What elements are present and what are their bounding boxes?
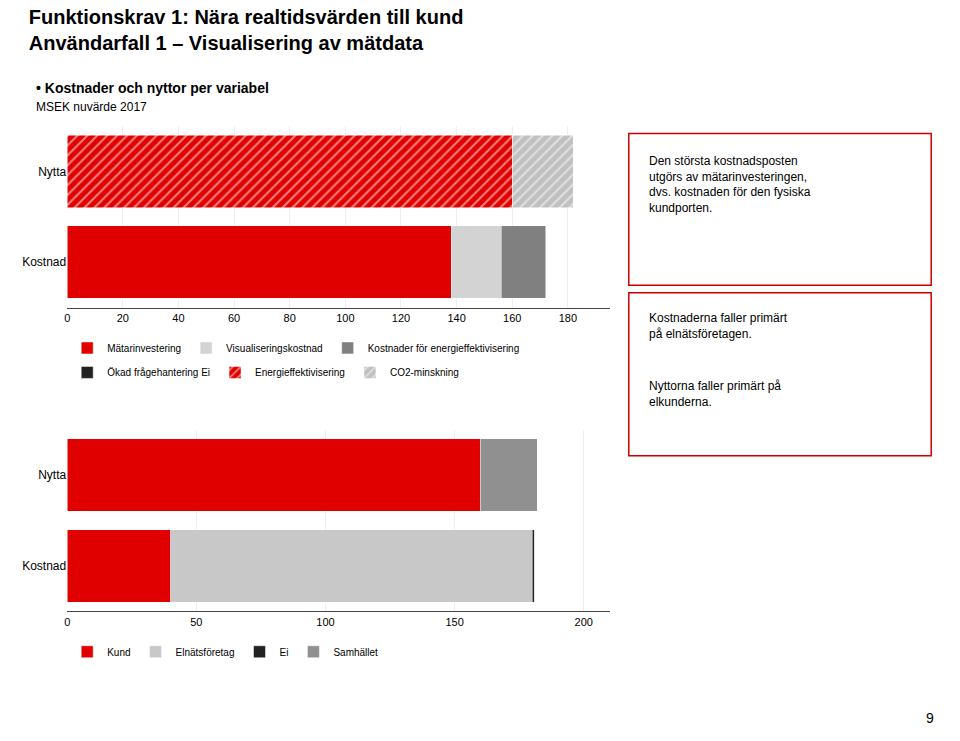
svg-text:Den största kostnadspostenutgö: Den största kostnadspostenutgörs av mäta… [649,154,811,215]
svg-text:Mätarinvestering: Mätarinvestering [107,343,181,354]
svg-text:9: 9 [926,710,934,726]
svg-text:Kostnad: Kostnad [22,559,66,573]
svg-text:Nyttorna faller primärt påelku: Nyttorna faller primärt påelkunderna. [649,379,781,409]
svg-text:• Kostnader och nyttor per var: • Kostnader och nyttor per variabel [36,80,269,96]
svg-text:60: 60 [228,312,240,324]
svg-text:100: 100 [316,616,334,628]
svg-text:0: 0 [64,616,70,628]
svg-text:160: 160 [503,312,521,324]
svg-text:120: 120 [392,312,410,324]
svg-text:40: 40 [172,312,184,324]
svg-text:Samhället: Samhället [333,647,378,658]
svg-text:80: 80 [284,312,296,324]
svg-text:Kostnad: Kostnad [22,255,66,269]
svg-text:180: 180 [559,312,577,324]
svg-text:100: 100 [336,312,354,324]
svg-text:Ökad frågehantering Ei: Ökad frågehantering Ei [107,367,210,378]
svg-text:0: 0 [64,312,70,324]
svg-text:150: 150 [445,616,463,628]
svg-text:20: 20 [117,312,129,324]
svg-text:Visualiseringskostnad: Visualiseringskostnad [226,343,323,354]
svg-text:140: 140 [447,312,465,324]
svg-text:200: 200 [575,616,593,628]
svg-text:Kostnaderna faller primärtpå e: Kostnaderna faller primärtpå elnätsföret… [649,311,788,341]
svg-text:MSEK nuvärde 2017: MSEK nuvärde 2017 [36,100,147,114]
svg-text:Kund: Kund [107,647,130,658]
svg-text:Nytta: Nytta [38,468,66,482]
svg-text:Funktionskrav 1: Nära realtids: Funktionskrav 1: Nära realtidsvärden til… [29,6,464,54]
svg-text:Nytta: Nytta [38,165,66,179]
svg-text:CO2-minskning: CO2-minskning [390,367,459,378]
svg-text:Ei: Ei [279,647,288,658]
svg-text:50: 50 [190,616,202,628]
svg-text:Elnätsföretag: Elnätsföretag [176,647,235,658]
svg-text:Kostnader för energieffektivis: Kostnader för energieffektivisering [368,343,520,354]
svg-text:Energieffektivisering: Energieffektivisering [255,367,345,378]
